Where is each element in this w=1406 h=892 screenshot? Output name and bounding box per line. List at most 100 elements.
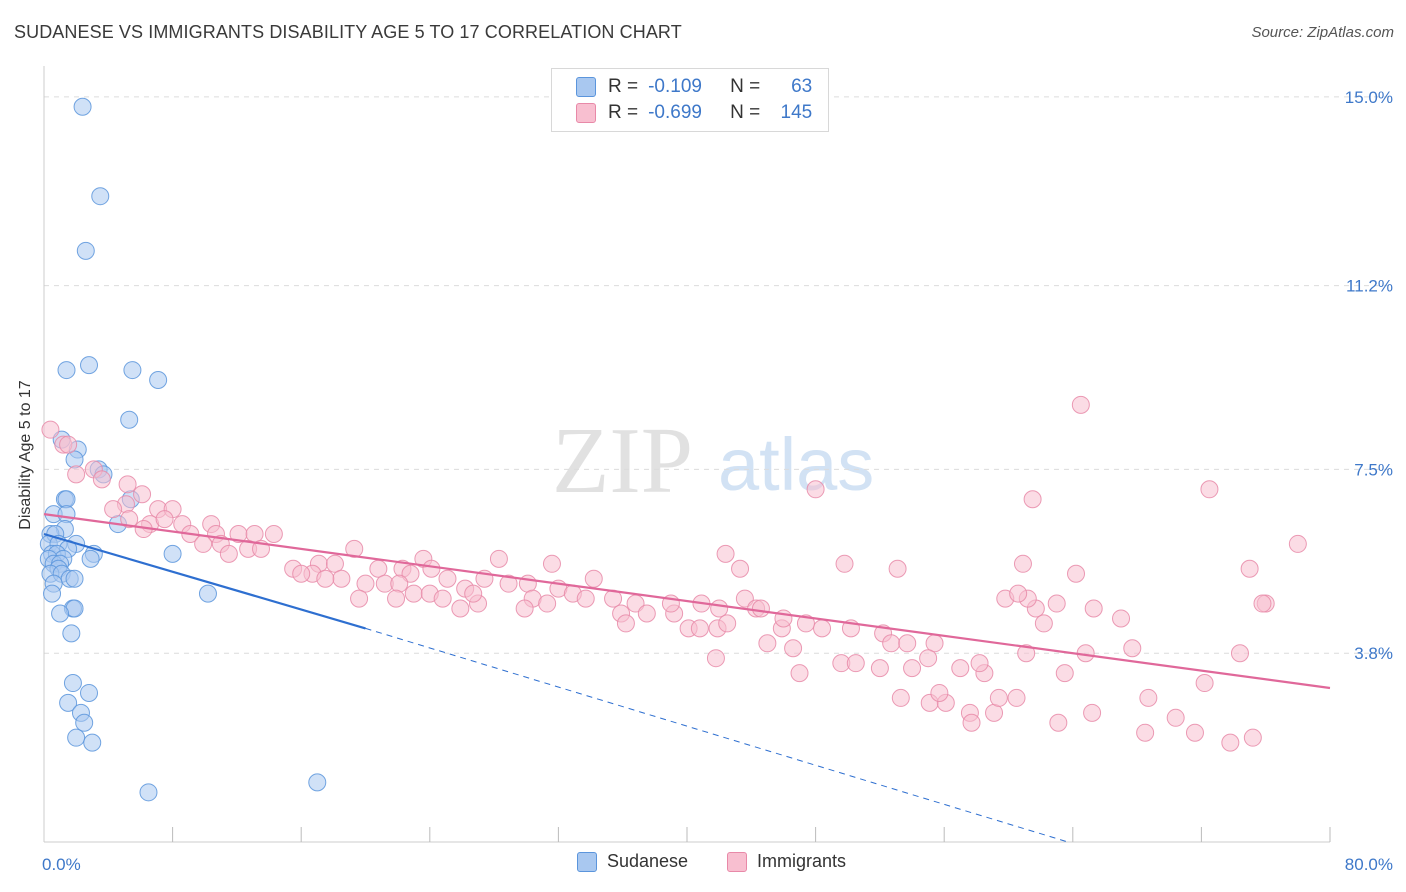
legend-swatch-sudanese: [576, 77, 596, 97]
sudanese-point: [51, 604, 70, 623]
immigrant-point: [325, 554, 344, 573]
immigrant-point: [1221, 733, 1240, 752]
immigrant-point: [576, 589, 595, 608]
source-label: Source: ZipAtlas.com: [1251, 24, 1394, 41]
legend-row-sudanese: R = -0.109 N = 63: [576, 75, 812, 99]
bottom-legend-sudanese: Sudanese: [577, 851, 688, 872]
immigrant-point: [41, 420, 60, 439]
immigrant-point: [451, 599, 470, 618]
immigrant-point: [962, 713, 981, 732]
immigrant-point: [118, 475, 137, 494]
legend-r-label: R =: [608, 102, 639, 123]
legend-n-value: 63: [791, 76, 813, 97]
immigrant-point: [1023, 490, 1042, 509]
immigrant-point: [194, 534, 213, 553]
immigrant-point: [438, 569, 457, 588]
immigrant-point: [1034, 614, 1053, 633]
immigrant-point: [891, 688, 910, 707]
immigrant-point: [1071, 395, 1090, 414]
immigrant-point: [796, 614, 815, 633]
immigrant-point: [970, 654, 989, 673]
immigrant-point: [813, 619, 832, 638]
trend-lines: [43, 513, 1331, 843]
immigrant-point: [806, 480, 825, 499]
watermark-zip: ZIP: [552, 409, 693, 513]
immigrant-point: [542, 554, 561, 573]
immigrant-point: [790, 664, 809, 683]
immigrant-point: [1007, 688, 1026, 707]
sudanese-point: [123, 361, 142, 380]
immigrant-point: [92, 470, 111, 489]
legend-r-value: -0.699: [648, 102, 702, 123]
sudanese-point: [43, 584, 62, 603]
sudanese-point: [83, 733, 102, 752]
immigrant-point: [1013, 554, 1032, 573]
sudanese-point: [57, 361, 76, 380]
immigrant-point: [784, 639, 803, 658]
legend: R = -0.109 N = 63 R = -0.699 N = 145: [551, 68, 829, 132]
immigrant-point: [735, 589, 754, 608]
immigrant-point: [387, 589, 406, 608]
immigrant-point: [731, 559, 750, 578]
immigrant-point: [1047, 594, 1066, 613]
immigrant-point: [538, 594, 557, 613]
sudanese-point: [67, 728, 86, 747]
sudanese-point: [73, 97, 92, 116]
immigrant-point: [690, 619, 709, 638]
immigrant-point: [433, 589, 452, 608]
immigrant-point: [390, 574, 409, 593]
immigrant-point: [706, 649, 725, 668]
bottom-legend-swatch-immigrants: [727, 851, 747, 872]
immigrant-point: [989, 688, 1008, 707]
immigrant-point: [1230, 644, 1249, 663]
y-tick-label: 3.8%: [1354, 644, 1393, 663]
chart-title: SUDANESE VS IMMIGRANTS DISABILITY AGE 5 …: [14, 22, 682, 42]
y-tick-label: 11.2%: [1346, 277, 1393, 296]
immigrant-point: [59, 435, 78, 454]
immigrant-point: [401, 564, 420, 583]
bottom-legend-label-immigrants: Immigrants: [757, 851, 847, 871]
immigrant-point: [499, 574, 518, 593]
immigrant-point: [1136, 723, 1155, 742]
immigrant-point: [464, 584, 483, 603]
immigrant-point: [1112, 609, 1131, 628]
immigrant-point: [120, 510, 139, 529]
y-tick-label: 7.5%: [1354, 460, 1393, 479]
sudanese-point: [57, 505, 76, 524]
sudanese-point: [63, 674, 82, 693]
series-immigrants-points: [41, 395, 1307, 752]
sudanese-point: [198, 584, 217, 603]
sudanese-point: [120, 410, 139, 429]
trend-line-sudanese: [43, 532, 366, 630]
immigrant-point: [1055, 664, 1074, 683]
x-tick-label: 80.0%: [1345, 855, 1393, 874]
immigrant-point: [846, 654, 865, 673]
watermark-atlas: atlas: [718, 423, 874, 506]
sudanese-point: [81, 549, 100, 568]
sudanese-point: [76, 241, 95, 260]
immigrant-point: [404, 584, 423, 603]
sudanese-point: [62, 624, 81, 643]
trend-extension-sudanese: [365, 627, 1069, 843]
sudanese-point: [59, 693, 78, 712]
series-sudanese-points: [39, 97, 327, 802]
legend-n-value: 145: [780, 102, 813, 123]
x-tick-label: 0.0%: [42, 855, 81, 874]
immigrant-point: [345, 539, 364, 558]
immigrant-point: [133, 485, 152, 504]
bottom-legend-immigrants: Immigrants: [727, 851, 846, 872]
immigrant-point: [584, 569, 603, 588]
immigrant-point: [1084, 599, 1103, 618]
immigrant-point: [1240, 559, 1259, 578]
immigrant-point: [951, 659, 970, 678]
y-tick-labels: 3.8% 7.5% 11.2% 15.0%: [1345, 88, 1393, 663]
immigrant-point: [1083, 703, 1102, 722]
immigrant-point: [758, 634, 777, 653]
immigrant-point: [316, 569, 335, 588]
immigrant-point: [1166, 708, 1185, 727]
y-tick-label: 15.0%: [1345, 88, 1393, 107]
immigrant-point: [489, 549, 508, 568]
immigrant-point: [903, 659, 922, 678]
immigrant-point: [219, 544, 238, 563]
